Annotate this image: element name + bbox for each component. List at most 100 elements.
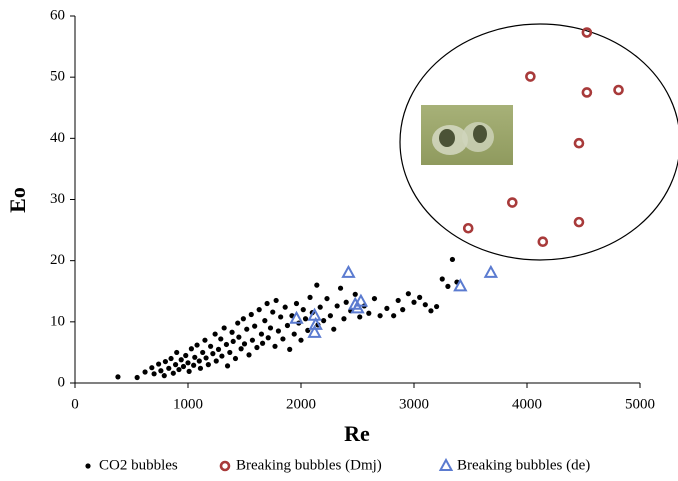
x-tick-label: 5000 (625, 396, 655, 412)
point (307, 324, 322, 338)
point (293, 300, 300, 307)
legend-marker (438, 457, 454, 471)
point (235, 320, 241, 326)
x-tick-label: 4000 (512, 396, 542, 412)
point (411, 299, 417, 305)
point (483, 264, 499, 278)
point (291, 331, 297, 337)
point (284, 322, 291, 329)
point (343, 299, 349, 305)
point (282, 304, 288, 310)
x-axis-title: Re (344, 421, 370, 446)
point (223, 341, 230, 348)
point (142, 369, 148, 375)
x-tick-label: 3000 (399, 396, 429, 412)
point (221, 325, 227, 331)
point (149, 365, 155, 371)
point (249, 337, 256, 343)
point (115, 374, 121, 380)
point (298, 337, 304, 343)
point (273, 297, 279, 304)
y-tick-label: 0 (58, 374, 66, 390)
point (428, 308, 434, 314)
y-tick-label: 30 (50, 191, 65, 207)
point (350, 300, 365, 314)
point (166, 365, 172, 371)
point (507, 197, 518, 208)
point (213, 358, 219, 364)
point (172, 362, 179, 368)
point (453, 278, 468, 292)
point (264, 300, 270, 307)
point (352, 291, 358, 297)
point (327, 313, 333, 319)
point (151, 371, 157, 377)
point (238, 346, 244, 352)
point (384, 305, 390, 311)
point (417, 294, 423, 300)
point (210, 351, 216, 357)
point (183, 352, 189, 359)
point (161, 373, 167, 379)
point (162, 358, 168, 365)
legend-marker (85, 463, 91, 469)
point (246, 352, 252, 358)
point (227, 349, 233, 356)
point (219, 353, 225, 359)
point (341, 316, 347, 322)
point (400, 307, 406, 313)
point (573, 216, 585, 228)
point (244, 326, 250, 332)
point (170, 370, 176, 376)
point (280, 336, 286, 342)
inset-photo (421, 105, 513, 165)
point (156, 361, 162, 367)
point (287, 346, 293, 352)
point (321, 318, 327, 324)
point (259, 340, 266, 346)
point (174, 349, 180, 356)
point (229, 329, 235, 335)
point (168, 355, 174, 362)
point (134, 374, 140, 381)
y-tick-label: 50 (50, 69, 65, 85)
point (278, 314, 284, 320)
point (331, 326, 337, 332)
point (180, 363, 187, 370)
point (462, 222, 474, 234)
point (192, 354, 198, 360)
point (205, 362, 211, 368)
point (391, 313, 397, 319)
point (302, 316, 309, 322)
point (265, 335, 271, 341)
point (202, 337, 208, 343)
point (337, 285, 344, 291)
point (178, 357, 184, 363)
point (270, 309, 276, 315)
point (218, 336, 224, 342)
point (377, 313, 383, 319)
point (581, 87, 593, 98)
point (215, 346, 222, 352)
point (395, 297, 401, 304)
point (191, 362, 197, 368)
point (232, 355, 239, 362)
point (371, 295, 378, 302)
point (252, 323, 258, 329)
point (353, 293, 369, 307)
point (289, 310, 304, 324)
point (236, 334, 242, 340)
highlight-ellipse (399, 23, 678, 261)
point (212, 331, 218, 337)
point (208, 343, 214, 349)
y-axis-title: Eo (5, 187, 30, 213)
legend-label: CO2 bubbles (99, 457, 178, 473)
point (422, 302, 428, 308)
point (445, 283, 451, 289)
point (267, 325, 274, 331)
point (176, 366, 182, 373)
y-tick-label: 60 (50, 7, 65, 23)
point (194, 342, 200, 348)
point (525, 71, 536, 82)
